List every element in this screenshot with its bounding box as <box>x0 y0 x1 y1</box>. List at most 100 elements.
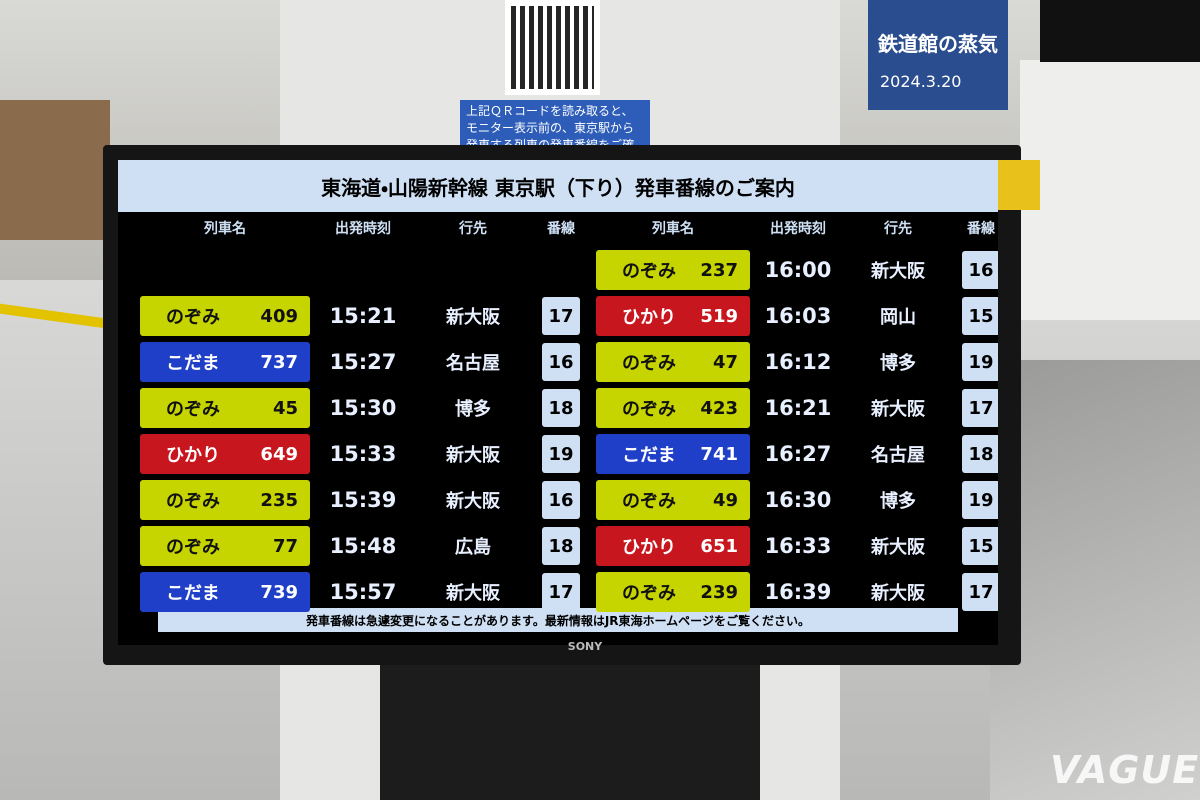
train-number: 77 <box>272 535 298 557</box>
train-number: 423 <box>700 397 738 419</box>
destination: 博多 <box>455 399 491 420</box>
train-number: 239 <box>700 581 738 603</box>
departure-time: 15:33 <box>329 442 397 466</box>
poster-date: 2024.3.20 <box>880 72 962 91</box>
destination: 新大阪 <box>871 399 925 420</box>
departure-time: 16:21 <box>764 396 832 420</box>
train-name: ひかり <box>622 537 676 558</box>
train-number: 45 <box>272 397 298 419</box>
train-name: ひかり <box>622 307 676 328</box>
poster: 鉄道館の蒸気 2024.3.20 <box>868 0 1008 110</box>
train-label: ひかり 519 <box>596 296 750 336</box>
train-label: のぞみ 49 <box>596 480 750 520</box>
shop <box>0 100 110 240</box>
train-label: のぞみ 237 <box>596 250 750 290</box>
track-number: 19 <box>542 435 580 473</box>
track-number: 18 <box>542 389 580 427</box>
train-number: 409 <box>260 305 298 327</box>
departure-time: 15:48 <box>329 534 397 558</box>
train-name: のぞみ <box>622 261 676 282</box>
column-header: 列車名 <box>652 221 694 237</box>
watermark: VAGUE <box>1050 748 1200 792</box>
track-number: 18 <box>542 527 580 565</box>
poster-title: 鉄道館の蒸気 <box>878 32 998 56</box>
destination: 新大阪 <box>871 583 925 604</box>
column-header: 番線 <box>967 221 995 237</box>
train-label: ひかり 649 <box>140 434 310 474</box>
train-label: こだま 741 <box>596 434 750 474</box>
track-number: 16 <box>542 343 580 381</box>
destination: 新大阪 <box>871 537 925 558</box>
track-number: 17 <box>542 573 580 611</box>
departure-time: 16:39 <box>764 580 832 604</box>
destination: 新大阪 <box>871 261 925 282</box>
track-number: 19 <box>962 343 998 381</box>
departure-time: 15:27 <box>329 350 397 374</box>
track-number: 15 <box>962 297 998 335</box>
ticket-gate <box>990 360 1200 800</box>
train-name: こだま <box>166 353 220 374</box>
brand: SONY <box>567 640 603 653</box>
caption-line: モニター表示前の、東京駅から <box>466 121 635 135</box>
track-number: 18 <box>962 435 998 473</box>
destination: 新大阪 <box>446 583 500 604</box>
stand <box>380 660 760 800</box>
train-number: 739 <box>260 581 298 603</box>
board-title: 東海道・山陽新幹線 東京駅（下り）発車番線のご案内 <box>118 160 998 212</box>
destination: 岡山 <box>880 307 916 328</box>
board-footer: 発車番線は急遽変更になることがあります。最新情報はJR東海ホームページをご覧くだ… <box>158 608 958 632</box>
train-number: 737 <box>260 351 298 373</box>
destination: 新大阪 <box>446 491 500 512</box>
train-label: のぞみ 235 <box>140 480 310 520</box>
train-number: 237 <box>700 259 738 281</box>
train-number: 649 <box>260 443 298 465</box>
column-header: 番線 <box>547 221 575 237</box>
screen: 東海道・山陽新幹線 東京駅（下り）発車番線のご案内発車番線は急遽変更になることが… <box>118 160 998 645</box>
qr-code <box>505 0 600 95</box>
track-number: 16 <box>962 251 998 289</box>
column-header: 行先 <box>459 221 487 237</box>
train-label: こだま 737 <box>140 342 310 382</box>
destination: 新大阪 <box>446 445 500 466</box>
departure-time: 16:30 <box>764 488 832 512</box>
column-header: 出発時刻 <box>770 221 826 237</box>
train-label: こだま 739 <box>140 572 310 612</box>
train-name: こだま <box>622 445 676 466</box>
train-label: のぞみ 409 <box>140 296 310 336</box>
track-number: 17 <box>962 573 998 611</box>
train-name: のぞみ <box>622 353 676 374</box>
track-number: 15 <box>962 527 998 565</box>
departure-time: 15:21 <box>329 304 397 328</box>
train-label: のぞみ 45 <box>140 388 310 428</box>
train-name: のぞみ <box>166 307 220 328</box>
departure-time: 16:03 <box>764 304 832 328</box>
corridor <box>1020 60 1200 320</box>
qr-pattern <box>511 6 594 89</box>
train-number: 235 <box>260 489 298 511</box>
train-name: のぞみ <box>166 491 220 512</box>
train-name: のぞみ <box>622 491 676 512</box>
track-number: 19 <box>962 481 998 519</box>
destination: 名古屋 <box>446 353 500 374</box>
top-display <box>1040 0 1200 62</box>
departure-time: 15:30 <box>329 396 397 420</box>
train-number: 519 <box>700 305 738 327</box>
train-name: のぞみ <box>166 399 220 420</box>
departure-time: 16:27 <box>764 442 832 466</box>
column-header: 行先 <box>884 221 912 237</box>
departure-time: 16:00 <box>764 258 832 282</box>
train-label: のぞみ 77 <box>140 526 310 566</box>
destination: 博多 <box>880 491 916 512</box>
departure-time: 16:33 <box>764 534 832 558</box>
column-header: 列車名 <box>204 221 246 237</box>
train-label: のぞみ 47 <box>596 342 750 382</box>
train-label: のぞみ 423 <box>596 388 750 428</box>
train-number: 651 <box>700 535 738 557</box>
train-label: ひかり 651 <box>596 526 750 566</box>
track-number: 17 <box>542 297 580 335</box>
sticker <box>990 160 1040 210</box>
train-name: こだま <box>166 583 220 604</box>
track-number: 17 <box>962 389 998 427</box>
